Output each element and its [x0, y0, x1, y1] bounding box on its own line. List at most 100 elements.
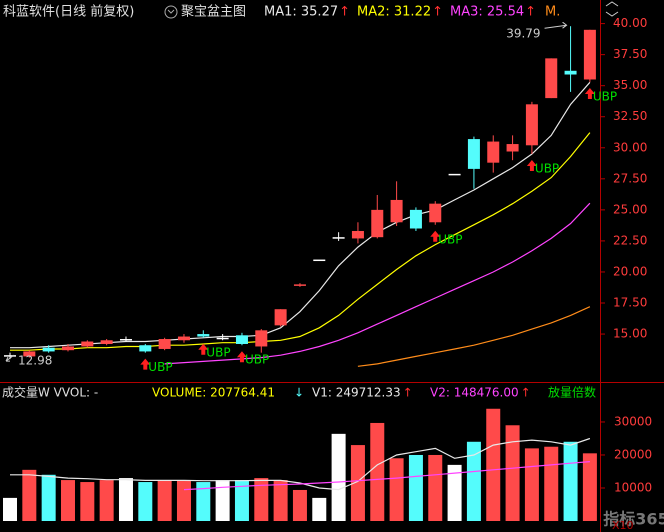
legend-arrow: ↑ — [521, 386, 531, 400]
volume-bar — [524, 448, 539, 521]
signal-arrow — [140, 358, 151, 370]
candle-body — [351, 230, 364, 239]
signal-label: UBP — [593, 89, 617, 103]
high-label: 39.79 — [506, 27, 540, 41]
signal-label: UBP — [535, 161, 559, 175]
legend-entry: V2: 148476.00 — [430, 386, 519, 400]
volume-bar — [176, 480, 191, 521]
legend-arrow: ↑ — [339, 5, 350, 20]
candle-body — [313, 259, 326, 262]
line-series — [183, 461, 590, 491]
volume-bar — [350, 445, 365, 521]
volume-bar — [234, 480, 249, 521]
line-series — [164, 202, 591, 365]
candle-body — [23, 351, 36, 357]
candle-body — [139, 345, 152, 352]
y-tick-label: 25.00 — [613, 202, 647, 216]
volume-bar — [408, 454, 423, 521]
signal-label: UBP — [148, 360, 172, 374]
y-tick-label: 35.00 — [613, 78, 647, 92]
scale-note: X10 — [612, 519, 634, 532]
candle-body — [216, 337, 229, 340]
signal-label: UBP — [438, 232, 462, 246]
candle-body — [487, 141, 500, 163]
plot: 15.00 17.50 20.00 22.50 25.00 27.50 30.00 32.50… — [3, 16, 652, 521]
y-tick-label: 37.50 — [613, 47, 647, 61]
volume-bar — [80, 482, 95, 521]
legend-entry: MA3: 25.54 — [450, 5, 524, 20]
y-tick-label: 27.50 — [613, 171, 647, 185]
candle-body — [332, 237, 345, 239]
signal-arrow — [430, 230, 441, 242]
volume-bar — [486, 408, 501, 521]
candle-body — [525, 104, 538, 146]
candle-body — [119, 339, 132, 341]
watermark: 指标365 — [603, 510, 664, 529]
volume-bar — [563, 441, 578, 521]
volume-bar — [138, 482, 153, 521]
legend-entry: V1: 249712.33 — [312, 386, 401, 400]
signal-arrow — [584, 87, 595, 99]
candle-body — [448, 173, 461, 176]
chart-title: 科蓝软件(日线 前复权) — [3, 4, 134, 20]
candle-body — [100, 340, 113, 344]
signal-arrow — [236, 351, 247, 363]
candle-body — [506, 144, 519, 152]
legend-arrow: ↑ — [432, 5, 443, 20]
volume-bar — [3, 497, 17, 521]
candle-body — [61, 346, 74, 351]
volume-bar — [370, 422, 385, 521]
volume-bar — [292, 489, 307, 521]
candle-body — [81, 341, 94, 347]
y-tick-label: 40.00 — [613, 16, 647, 30]
volume-bar — [428, 454, 443, 521]
y-tick-label: 32.50 — [613, 109, 647, 123]
candle-body — [177, 336, 190, 341]
volume-bar — [331, 433, 346, 521]
volume-label: VOLUME: 207764.41 — [152, 386, 275, 400]
candle-body — [4, 355, 16, 357]
high-marker — [544, 21, 568, 29]
volume-bar — [273, 480, 288, 521]
candle-body — [545, 58, 558, 99]
header-bg — [0, 384, 600, 402]
y-tick-label: 30000 — [614, 414, 652, 428]
legend-entry: MA2: 31.22 — [357, 5, 431, 20]
signal-label: UBP — [206, 345, 230, 359]
signal-label: UBP — [245, 353, 269, 367]
volume-bar — [196, 482, 211, 521]
y-tick-label: 10000 — [614, 480, 652, 494]
candle-body — [158, 339, 171, 349]
candle-body — [429, 203, 442, 223]
volume-bar — [157, 480, 172, 521]
candle-body — [583, 29, 596, 80]
volume-bar — [447, 464, 462, 521]
candle-body — [371, 209, 384, 238]
extra-label: 放量倍数 — [548, 385, 596, 400]
volume-bar — [41, 474, 56, 521]
volume-bar — [22, 469, 37, 521]
header: 科蓝软件(日线 前复权) 聚宝盆主图 成交量W VVOL: - VOLUME: … — [0, 3, 600, 402]
menu-icon[interactable] — [164, 5, 178, 19]
candle-body — [409, 209, 422, 229]
line-series — [10, 132, 591, 351]
volume-bar — [118, 478, 133, 521]
signal-arrow — [198, 343, 209, 355]
signal-arrow — [526, 159, 537, 171]
y-tick-label: 15.00 — [613, 327, 647, 341]
candle-body — [293, 284, 306, 286]
candle-body — [197, 334, 210, 337]
candle-body — [255, 330, 268, 347]
candle-body — [274, 309, 287, 326]
scroll-icon[interactable] — [605, 1, 619, 17]
candle-body — [235, 335, 248, 344]
candle-body — [564, 70, 577, 75]
menu-icon — [167, 9, 175, 14]
volume-bar — [505, 425, 520, 521]
y-tick-label: 17.50 — [613, 296, 647, 310]
volume-bar — [466, 441, 481, 521]
candle-body — [390, 199, 403, 223]
legend-entry: M. — [545, 5, 560, 20]
volume-title: 成交量W VVOL: - — [2, 385, 98, 400]
indicator-name: 聚宝盆主图 — [181, 5, 246, 20]
